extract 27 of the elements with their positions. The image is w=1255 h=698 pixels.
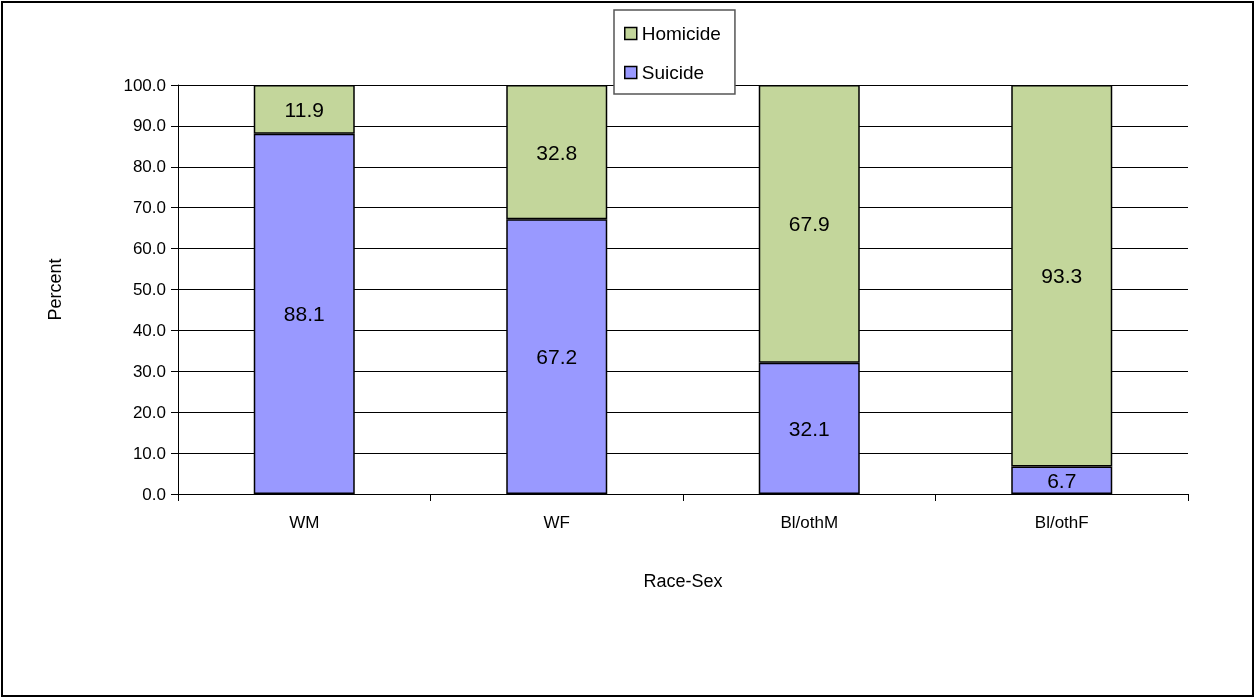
y-tick-label: 60.0 [132,239,166,259]
y-tick-label: 100.0 [123,75,166,95]
y-axis-title: Percent [45,258,65,321]
x-tick-label: WM [289,513,320,532]
x-axis-title: Race-Sex [643,571,723,591]
x-tick-label: Bl/othM [780,513,839,532]
y-tick-label: 80.0 [132,157,166,177]
data-label: 67.9 [788,212,830,236]
y-tick-label: 50.0 [132,280,166,299]
legend-label: Suicide [641,62,705,83]
data-label: 32.1 [788,416,830,440]
data-label: 93.3 [1041,264,1083,288]
x-tick-label: Bl/othF [1034,513,1089,532]
data-label: 67.2 [536,345,578,369]
data-label: 88.1 [283,302,325,326]
y-tick-label: 10.0 [132,443,166,463]
data-label: 11.9 [284,97,324,121]
data-label: 6.7 [1047,468,1077,492]
y-tick-label: 40.0 [132,320,166,340]
y-tick-label: 70.0 [132,198,166,218]
y-tick-label: 90.0 [132,116,166,136]
y-tick-label: 0.0 [142,484,166,504]
legend-label: Homicide [641,23,721,44]
y-tick-label: 30.0 [132,361,166,381]
x-tick-label: WF [543,513,570,532]
y-tick-label: 20.0 [132,402,166,422]
data-label: 32.8 [536,140,578,164]
